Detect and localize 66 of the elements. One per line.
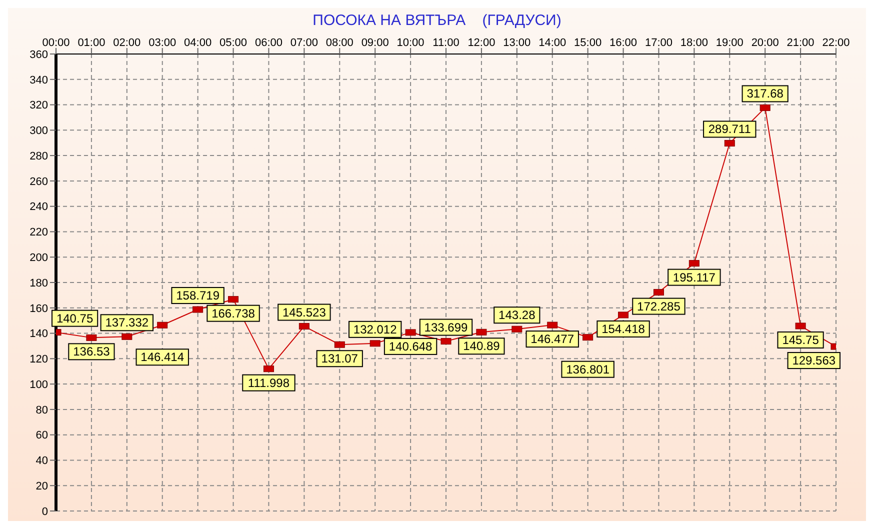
data-label: 289.711 [708, 122, 752, 136]
data-label: 146.477 [530, 332, 574, 346]
chart-title: ПОСОКА НА ВЯТЪРА (ГРАДУСИ) [312, 11, 562, 30]
x-tick-label: 04:00 [184, 37, 212, 49]
x-tick-label: 06:00 [254, 37, 282, 49]
data-label: 146.414 [140, 350, 184, 364]
data-label: 140.89 [463, 339, 500, 354]
data-label: 145.75 [782, 332, 820, 347]
data-label: 129.563 [792, 354, 836, 368]
x-tick-label: 11:00 [432, 37, 460, 49]
x-tick-label: 00:00 [42, 37, 70, 49]
x-tick-label: 01:00 [78, 37, 106, 49]
x-tick-label: 05:00 [220, 37, 248, 49]
x-tick-label: 10:00 [396, 37, 424, 49]
x-tick-label: 16:00 [610, 37, 638, 49]
y-tick-label: 340 [30, 74, 48, 86]
x-tick-label: 14:00 [538, 37, 566, 49]
data-label: 317.68 [746, 86, 784, 101]
data-label: 166.738 [212, 306, 256, 320]
y-tick-label: 140 [30, 328, 48, 340]
y-tick-label: 260 [30, 176, 48, 188]
data-label: 136.801 [566, 362, 610, 376]
data-label: 140.75 [56, 311, 94, 326]
x-tick-label: 20:00 [751, 37, 779, 49]
y-tick-label: 240 [30, 201, 48, 214]
y-tick-label: 280 [30, 150, 48, 162]
y-tick-label: 20 [36, 480, 48, 493]
x-tick-label: 03:00 [148, 37, 176, 49]
y-tick-label: 160 [30, 302, 48, 315]
y-tick-label: 300 [30, 125, 48, 138]
x-tick-label: 13:00 [503, 37, 531, 49]
data-label: 133.699 [424, 320, 468, 334]
data-label: 136.53 [73, 344, 110, 359]
data-label: 140.648 [388, 339, 433, 354]
x-tick-label: 02:00 [113, 37, 141, 49]
y-tick-label: 200 [30, 252, 48, 264]
data-label: 132.012 [353, 322, 398, 336]
x-tick-label: 07:00 [290, 37, 318, 49]
x-tick-label: 09:00 [361, 37, 389, 49]
y-tick-label: 180 [30, 277, 48, 290]
data-label: 145.523 [282, 305, 326, 320]
y-tick-label: 360 [30, 48, 48, 61]
x-tick-label: 21:00 [786, 37, 814, 49]
data-label: 131.07 [321, 352, 358, 366]
y-tick-label: 120 [30, 354, 48, 366]
y-tick-label: 60 [36, 430, 48, 442]
x-tick-label: 22:00 [822, 37, 850, 49]
y-tick-label: 320 [30, 100, 48, 112]
x-tick-label: 15:00 [574, 37, 602, 49]
x-tick-label: 12:00 [468, 37, 496, 49]
x-tick-label: 18:00 [680, 37, 708, 49]
y-tick-label: 80 [36, 404, 48, 416]
y-tick-label: 220 [30, 226, 48, 239]
data-label: 111.998 [248, 376, 290, 390]
data-label: 158.719 [176, 288, 220, 303]
y-tick-label: 0 [42, 506, 48, 518]
x-tick-label: 19:00 [716, 37, 744, 49]
x-tick-label: 08:00 [326, 37, 354, 49]
y-tick-label: 40 [36, 455, 48, 468]
x-tick-label: 17:00 [644, 37, 672, 49]
data-label: 154.418 [602, 322, 646, 336]
y-tick-label: 100 [30, 378, 48, 391]
data-label: 195.117 [672, 270, 716, 284]
data-label: 143.28 [498, 308, 536, 322]
data-label: 172.285 [637, 299, 681, 314]
data-label: 137.332 [105, 316, 149, 330]
